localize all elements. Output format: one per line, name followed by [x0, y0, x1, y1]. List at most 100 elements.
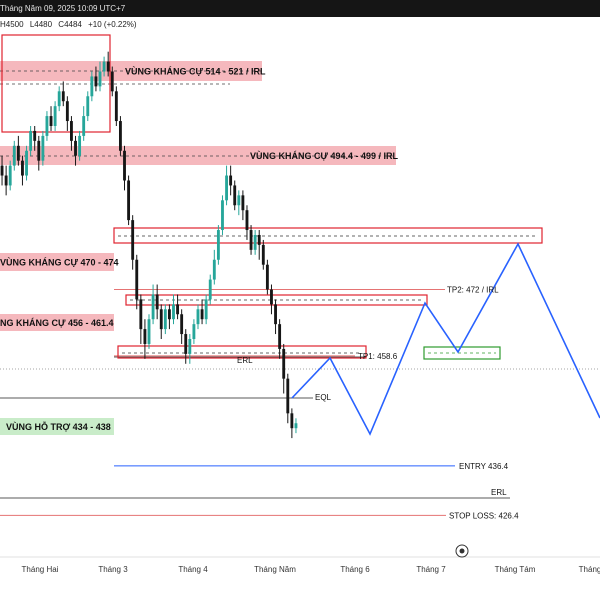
candle-body-64 — [257, 234, 261, 245]
candle-body-8 — [29, 130, 33, 151]
candle-body-51 — [204, 299, 208, 320]
candle-body-32 — [127, 180, 131, 221]
projection-path — [291, 242, 600, 436]
candle-body-49 — [196, 309, 200, 325]
projection-line — [291, 242, 600, 436]
candle-body-61 — [245, 210, 249, 231]
candle-body-12 — [45, 116, 49, 136]
candle-body-36 — [143, 329, 147, 344]
header-datetime: Tháng Năm 09, 2025 10:09 UTC+7 — [0, 4, 126, 13]
candles — [0, 51, 298, 439]
candle-body-42 — [167, 309, 171, 320]
candle-body-9 — [33, 130, 37, 141]
candle-body-38 — [151, 294, 155, 320]
box-1 — [1, 34, 111, 133]
candle-body-69 — [278, 324, 282, 349]
x-tick-label-1: Tháng Hai — [22, 565, 59, 574]
candle-body-58 — [233, 185, 237, 206]
candle-body-15 — [57, 91, 61, 107]
ohlc-readout: H4500 L4480 C4484 +10 (+0.22%) — [0, 20, 141, 29]
candle-body-28 — [110, 71, 114, 92]
level-label-1: TP2: 472 / IRL — [447, 285, 499, 294]
candle-body-17 — [65, 101, 69, 122]
x-tick-label-2: Tháng 3 — [98, 565, 128, 574]
candle-body-14 — [53, 106, 57, 126]
symbol-header-bar: Tháng Năm 09, 2025 10:09 UTC+7 — [0, 0, 600, 17]
candle-body-68 — [274, 304, 277, 325]
candle-body-18 — [70, 121, 73, 141]
candle-body-41 — [163, 309, 167, 330]
level-label-3: ENTRY 436.4 — [459, 462, 509, 471]
marker-label-2: EQL — [315, 393, 332, 402]
zone-band-1 — [0, 61, 262, 81]
marker-label-1: ERL — [237, 356, 253, 365]
candle-body-37 — [147, 319, 151, 344]
labels: VÙNG KHÁNG CỰ 514 - 521 / IRL VÙNG KHÁNG … — [0, 66, 519, 521]
candle-body-39 — [155, 294, 159, 310]
candle-body-19 — [74, 140, 77, 156]
ohlc-change: +10 (+0.22%) — [88, 20, 137, 29]
candle-body-56 — [225, 175, 228, 201]
candle-body-30 — [118, 121, 122, 151]
zone-band-3 — [0, 253, 114, 271]
candle-body-52 — [208, 279, 212, 300]
x-tick-label-5: Tháng 6 — [340, 565, 370, 574]
candle-body-34 — [135, 259, 139, 300]
candle-body-26 — [102, 61, 106, 72]
candle-body-31 — [123, 150, 126, 181]
candle-body-60 — [241, 195, 245, 211]
zone-label-2: VÙNG KHÁNG CỰ 494.4 - 499 / IRL — [250, 150, 399, 161]
candle-body-1 — [0, 165, 4, 176]
candle-body-65 — [261, 244, 265, 265]
zone-label-4: NG KHÁNG CỰ 456 - 461.4 — [0, 318, 114, 328]
candle-body-5 — [16, 145, 20, 161]
ohlc-high: H4500 — [0, 20, 24, 29]
candle-body-47 — [188, 339, 192, 354]
candle-body-53 — [212, 259, 216, 280]
level-label-4: STOP LOSS: 426.4 — [449, 511, 519, 520]
candle-body-35 — [139, 299, 143, 330]
candle-body-73 — [294, 423, 298, 429]
candle-body-40 — [159, 309, 163, 330]
candle-body-23 — [90, 76, 94, 97]
candle-body-57 — [229, 175, 233, 186]
zone-band-5 — [0, 418, 114, 435]
box-2 — [113, 227, 543, 244]
candle-body-72 — [290, 413, 294, 429]
level-lines — [0, 288, 600, 516]
x-tick-label-4: Tháng Năm — [254, 565, 296, 574]
candle-body-67 — [270, 289, 273, 305]
candle-body-63 — [253, 234, 257, 250]
candle-body-54 — [216, 230, 220, 260]
zone-band-2 — [0, 146, 396, 165]
events-icon-dot — [459, 548, 465, 554]
zone-band-4 — [0, 314, 114, 331]
ohlc-low: L4480 — [29, 20, 53, 29]
candle-body-24 — [94, 76, 98, 87]
candle-body-29 — [114, 91, 118, 122]
candle-body-71 — [286, 378, 290, 414]
candle-body-43 — [172, 304, 175, 320]
x-tick-label-6: Tháng 7 — [416, 565, 446, 574]
x-tick-label-3: Tháng 4 — [178, 565, 208, 574]
candle-body-50 — [200, 309, 204, 320]
candle-body-70 — [282, 348, 286, 379]
box-4 — [117, 345, 367, 359]
candle-body-48 — [192, 324, 196, 340]
candle-body-59 — [237, 195, 241, 206]
time-axis: Tháng Hai Tháng 3 Tháng 4 Tháng Năm Tháng 6 T… — [0, 544, 600, 574]
candle-body-21 — [82, 116, 86, 136]
candle-body-55 — [221, 200, 224, 231]
x-tick-label-8: Tháng — [579, 565, 600, 574]
candle-body-62 — [249, 230, 253, 250]
zone-label-3: VÙNG KHÁNG CỰ 470 - 474 — [0, 257, 119, 268]
candle-body-16 — [61, 91, 65, 102]
zone-boxes — [0, 34, 543, 435]
candle-body-6 — [21, 160, 24, 176]
candle-body-44 — [176, 304, 180, 315]
candle-body-4 — [12, 145, 16, 166]
candle-body-22 — [86, 96, 90, 117]
candle-body-46 — [184, 334, 188, 354]
events-icon — [455, 544, 469, 558]
